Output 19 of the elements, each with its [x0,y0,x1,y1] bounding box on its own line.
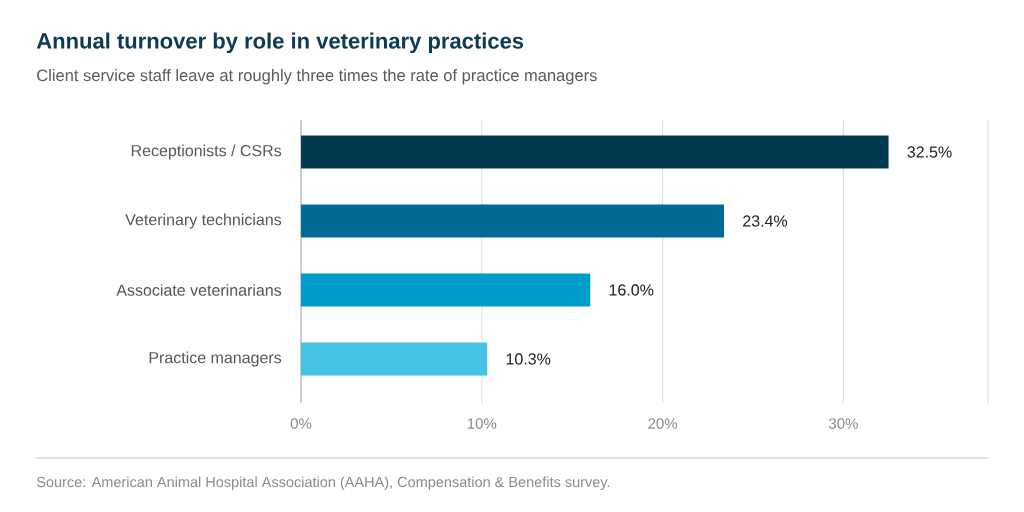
x-tick-label: 20% [648,418,678,429]
y-tick-label: Receptionists / CSRs [131,144,282,160]
y-tick-label: Veterinary technicians [125,213,282,229]
bar [301,135,889,169]
x-tick-label: 30% [828,418,858,429]
source-note: Source: American Animal Hospital Association (AAHA), Compensation & Benefits survey. [36,476,610,491]
chart-subtitle: Client service staff leave at roughly three times the rate of practice managers [37,69,597,85]
y-tick-label: Associate veterinarians [116,284,282,296]
bar [301,342,488,376]
bar [301,273,591,307]
data-label: 32.5% [907,146,952,158]
bar [301,204,725,238]
data-label: 10.3% [506,353,551,365]
x-tick-label: 0% [290,418,312,429]
chart-title: Annual turnover by role in veterinary practices [36,32,524,54]
data-label: 16.0% [609,284,654,296]
x-tick-label: 10% [467,418,497,429]
y-tick-label: Practice managers [149,351,282,367]
data-label: 23.4% [743,215,788,227]
